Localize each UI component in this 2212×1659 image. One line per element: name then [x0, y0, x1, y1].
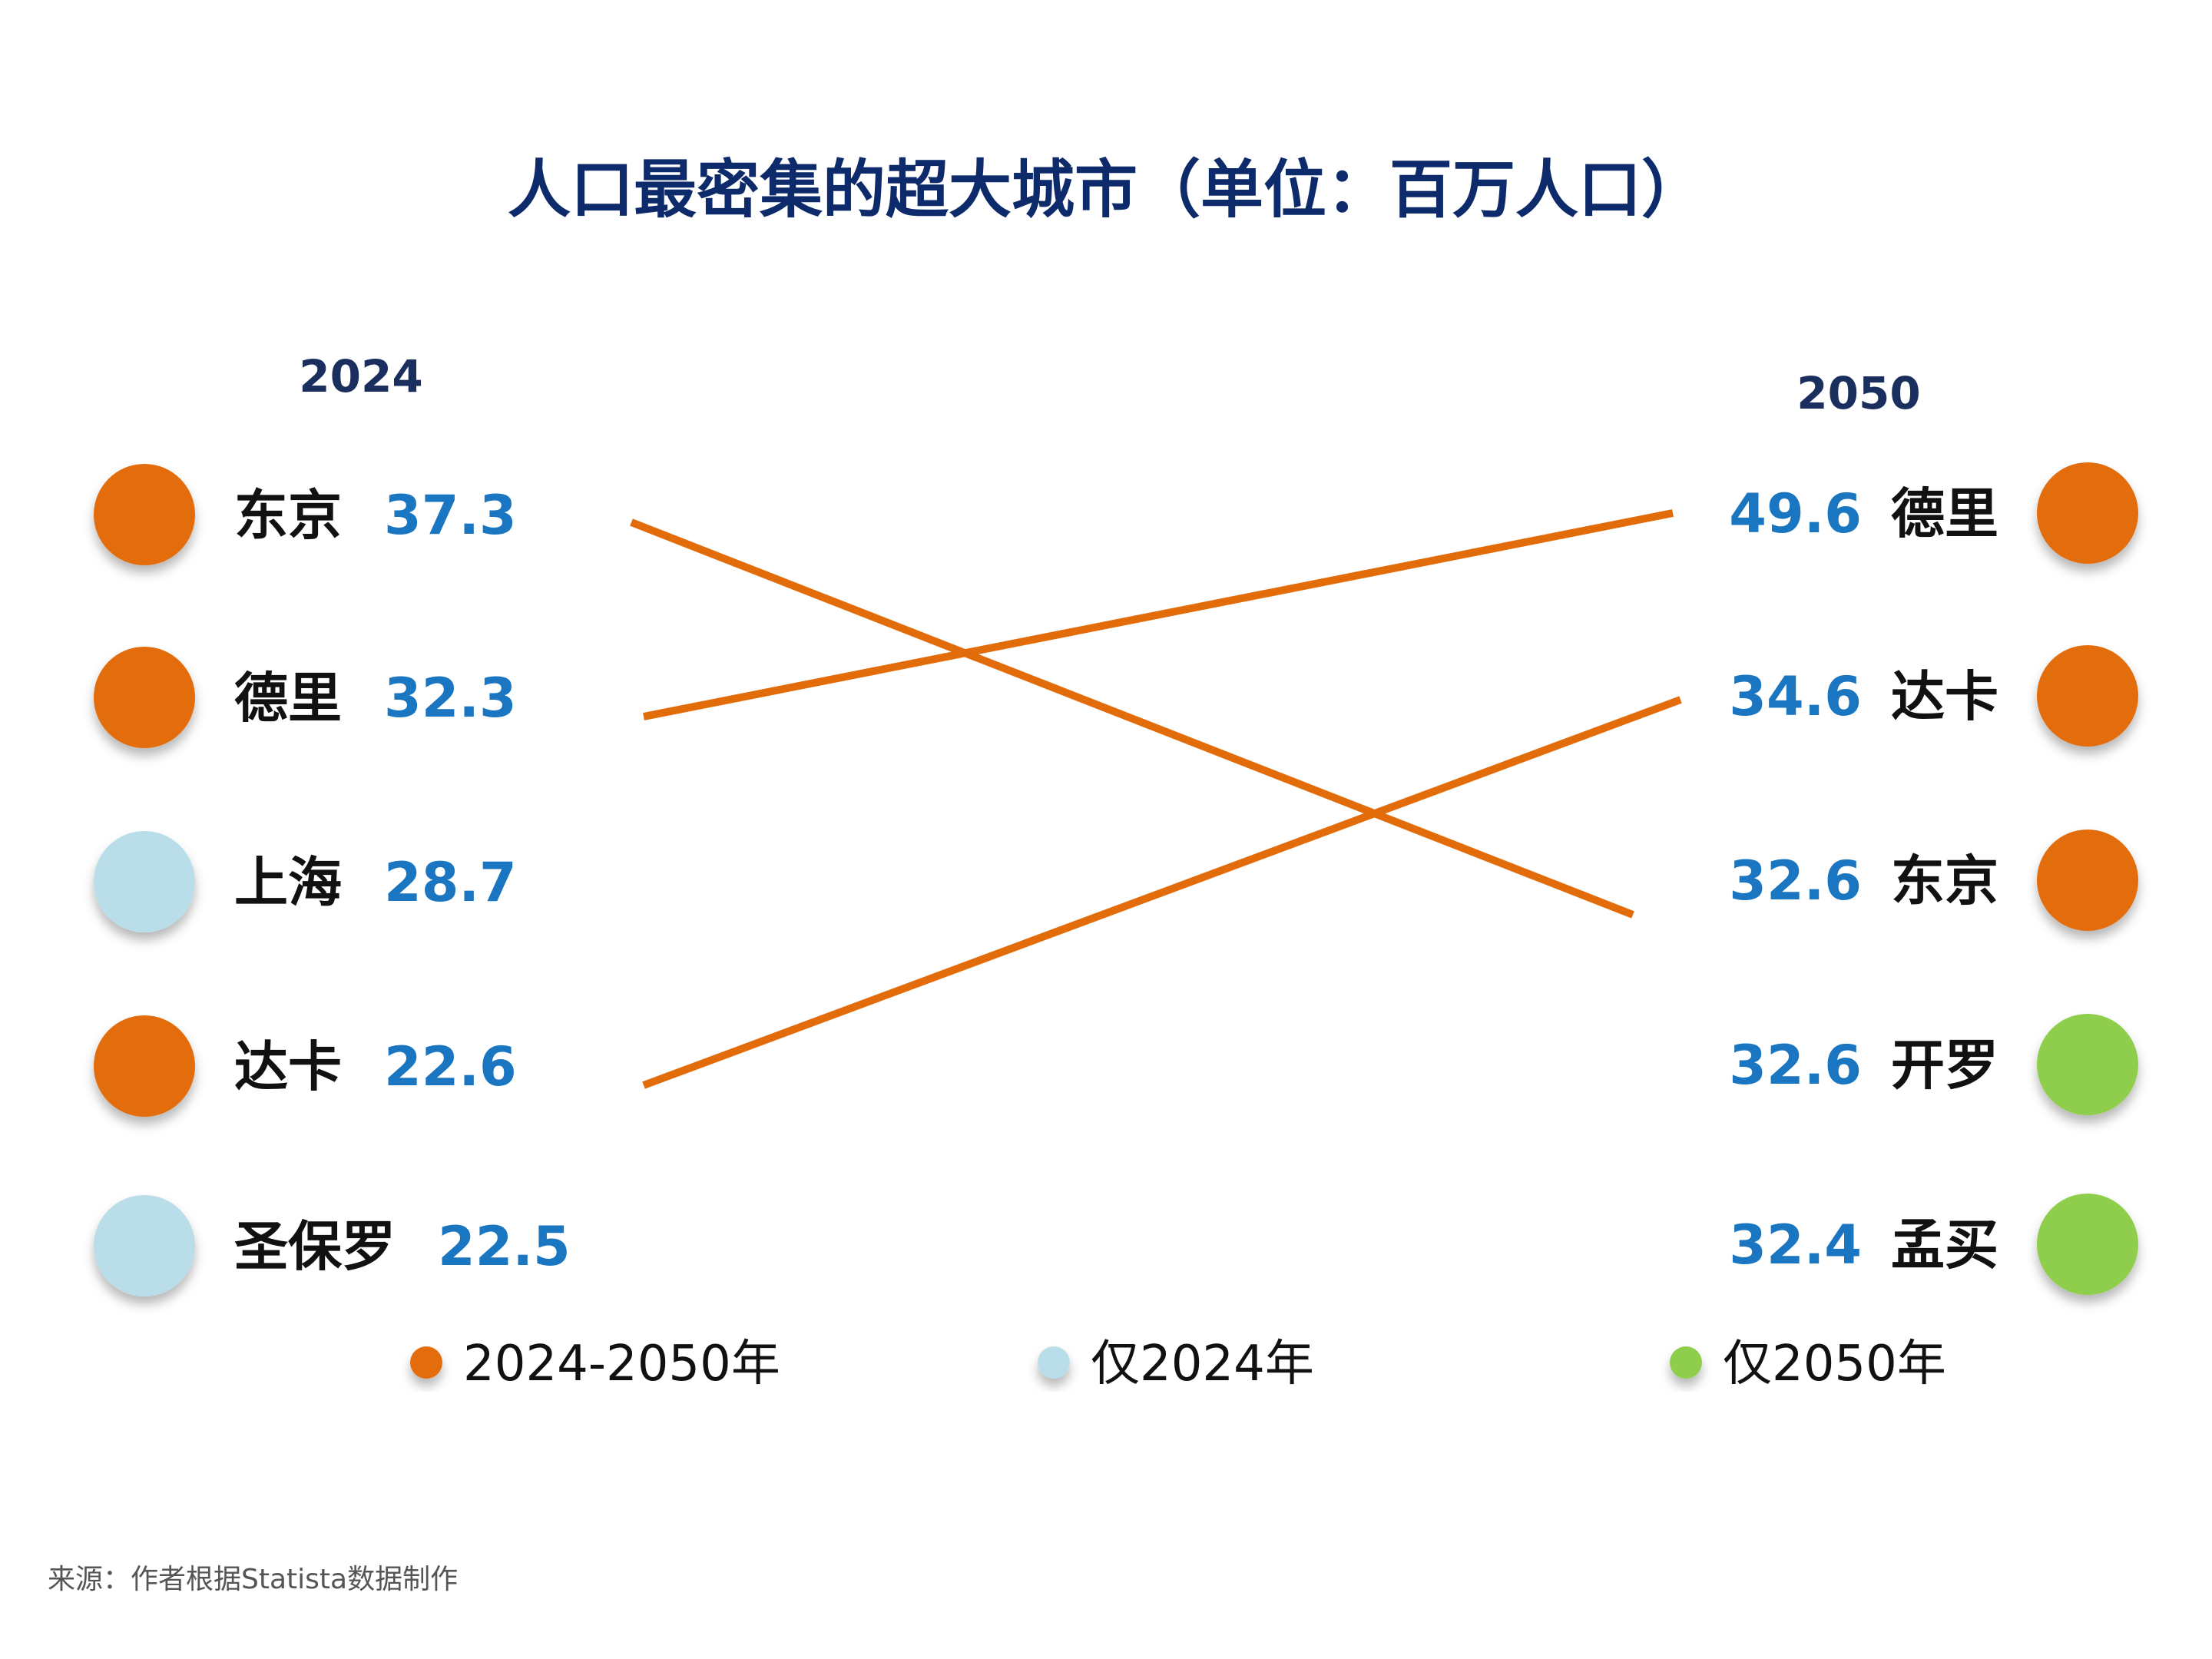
- connector-0-2: [630, 518, 1634, 919]
- left-dot-3: [94, 1015, 195, 1117]
- left-city-0: 东京: [234, 484, 342, 547]
- source-note: 来源：作者根据Statista数据制作: [48, 1564, 458, 1595]
- left-city-2: 上海: [234, 851, 342, 914]
- right-dot-4: [2037, 1194, 2138, 1295]
- right-city-4: 孟买: [1891, 1214, 1998, 1277]
- left-city-4: 圣保罗: [234, 1215, 396, 1278]
- legend-label-0: 2024-2050年: [463, 1336, 780, 1392]
- right-value-4: 32.4: [1729, 1214, 1862, 1277]
- connector-lines: [630, 509, 1682, 1089]
- left-city-3: 达卡: [234, 1035, 342, 1098]
- left-value-3: 22.6: [384, 1035, 517, 1098]
- connector-3-1: [642, 696, 1682, 1089]
- right-city-2: 东京: [1891, 849, 1998, 912]
- right-dot-3: [2037, 1014, 2138, 1115]
- legend-marker-0: [410, 1346, 442, 1379]
- left-year-label: 2024: [299, 350, 422, 402]
- left-value-4: 22.5: [438, 1215, 571, 1278]
- left-dot-2: [94, 831, 195, 932]
- left-value-1: 32.3: [384, 667, 517, 730]
- left-value-2: 28.7: [384, 851, 517, 914]
- right-value-3: 32.6: [1729, 1034, 1862, 1097]
- left-value-0: 37.3: [384, 484, 517, 547]
- left-dot-4: [94, 1195, 195, 1296]
- right-city-0: 德里: [1891, 482, 1998, 545]
- right-city-1: 达卡: [1891, 665, 1998, 728]
- right-value-1: 34.6: [1729, 665, 1862, 728]
- right-dot-2: [2037, 830, 2138, 931]
- left-column: 东京 37.3 德里 32.3 上海 28.7 达卡 22.6 圣保罗 22.5: [94, 464, 571, 1296]
- legend-marker-2: [1670, 1346, 1702, 1379]
- chart-title: 人口最密集的超大城市（单位：百万人口）: [508, 154, 1704, 227]
- legend: 2024-2050年 仅2024年 仅2050年: [410, 1336, 1946, 1392]
- legend-label-2: 仅2050年: [1723, 1336, 1946, 1392]
- connector-1-0: [643, 509, 1674, 720]
- right-year-label: 2050: [1796, 367, 1920, 419]
- left-dot-0: [94, 464, 195, 565]
- right-value-0: 49.6: [1729, 482, 1862, 545]
- right-city-3: 开罗: [1891, 1034, 1998, 1097]
- legend-label-1: 仅2024年: [1091, 1336, 1314, 1392]
- right-dot-0: [2037, 462, 2138, 564]
- left-dot-1: [94, 647, 195, 748]
- right-value-2: 32.6: [1729, 849, 1862, 912]
- right-dot-1: [2037, 645, 2138, 747]
- legend-marker-1: [1038, 1346, 1070, 1379]
- right-column: 49.6 德里 34.6 达卡 32.6 东京 32.6 开罗 32.4 孟买: [1729, 462, 2138, 1295]
- left-city-1: 德里: [234, 667, 342, 730]
